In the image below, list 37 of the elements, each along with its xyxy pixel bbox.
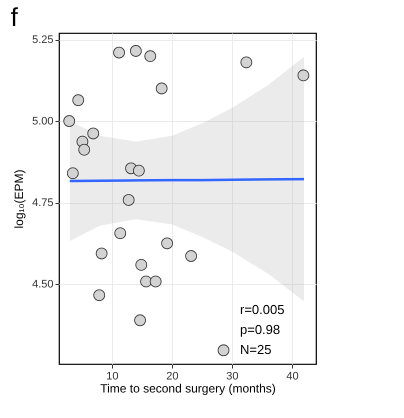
point (113, 46, 125, 58)
y-axis-title: log₁₀(EPM) (12, 169, 26, 229)
x-tick-label: 20 (166, 370, 179, 382)
x-tick-label: 10 (106, 370, 118, 382)
point (134, 314, 146, 326)
point (185, 250, 197, 262)
point (66, 167, 79, 180)
point (87, 128, 100, 140)
point (78, 144, 90, 156)
point (150, 276, 162, 288)
x-tick-label: 40 (286, 370, 299, 382)
x-tick-label: 30 (226, 370, 239, 382)
point (122, 194, 135, 206)
y-tick-label: 5.00 (32, 116, 54, 128)
point (144, 50, 156, 62)
point (140, 276, 152, 288)
chart-title: f (10, 2, 19, 32)
point (72, 94, 84, 106)
point (93, 289, 106, 302)
y-tick-label: 4.50 (32, 278, 54, 291)
y-tick-label: 4.75 (32, 197, 54, 210)
point (298, 70, 310, 82)
point (132, 164, 145, 176)
point (63, 115, 76, 127)
point (130, 45, 142, 57)
annotation: N=25 (240, 342, 272, 357)
y-tick-label: 5.25 (32, 34, 54, 46)
point (135, 258, 148, 271)
point (114, 227, 126, 240)
point (96, 248, 108, 260)
point (156, 82, 168, 94)
x-axis-title: Time to second surgery (months) (100, 382, 276, 396)
point (240, 56, 252, 68)
annotation: r=0.005 (240, 302, 284, 317)
point (161, 237, 173, 250)
point (218, 344, 230, 356)
annotation: p=0.98 (240, 322, 280, 337)
